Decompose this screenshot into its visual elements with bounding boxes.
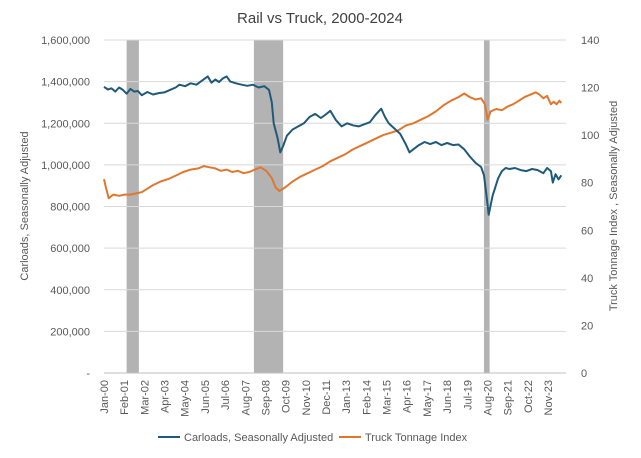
right-tick-label: 40 — [581, 273, 593, 285]
left-tick-label: 1,600,000 — [41, 35, 90, 47]
x-tick-label: Nov-10 — [301, 380, 313, 415]
right-tick-label: 20 — [581, 320, 593, 332]
left-tick-label: 1,400,000 — [41, 77, 90, 89]
left-tick-label: 1,200,000 — [41, 118, 90, 130]
left-axis-ticks: - 200,000 400,000 600,000 800,000 1,000,000 1,… — [41, 35, 90, 380]
x-tick-label: Jul-06 — [220, 380, 232, 410]
x-tick-label: May-04 — [180, 380, 192, 417]
right-tick-label: 80 — [581, 178, 593, 190]
x-tick-label: Feb-14 — [361, 380, 373, 415]
x-tick-label: Sep-08 — [260, 380, 272, 415]
x-axis-ticks: Jan-00 Feb-01 Mar-02 Apr-03 May-04 Jun-05 Jul-… — [99, 380, 555, 417]
x-tick-label: Apr-16 — [402, 380, 414, 413]
x-tick-label: Jul-19 — [462, 380, 474, 410]
x-tick-label: Mar-02 — [139, 380, 151, 415]
x-tick-label: Jun-18 — [442, 380, 454, 414]
chart-title: Rail vs Truck, 2000-2024 — [237, 10, 403, 27]
left-tick-label: 800,000 — [50, 202, 90, 214]
carloads-line — [103, 75, 563, 216]
right-tick-label: 0 — [581, 368, 587, 380]
x-tick-label: Dec-11 — [321, 380, 333, 415]
left-axis-title: Carloads, Seasonally Adjusted — [19, 131, 31, 280]
x-tick-label: Aug-07 — [240, 380, 252, 415]
series-lines — [103, 75, 563, 216]
x-tick-label: Oct-09 — [281, 380, 293, 413]
legend-label-truck: Truck Tonnage Index — [365, 432, 468, 444]
legend-label-carloads: Carloads, Seasonally Adjusted — [184, 432, 333, 444]
truck-tonnage-line — [103, 91, 563, 200]
left-tick-label: 600,000 — [50, 243, 90, 255]
right-tick-label: 140 — [581, 35, 599, 47]
left-tick-label: 400,000 — [50, 285, 90, 297]
x-tick-label: Mar-15 — [382, 380, 394, 415]
x-tick-label: Sep-21 — [503, 380, 515, 415]
right-tick-label: 120 — [581, 83, 599, 95]
x-tick-label: Jun-05 — [200, 380, 212, 414]
right-axis-ticks: 0 20 40 60 80 100 120 140 — [581, 35, 599, 380]
x-tick-label: Nov-23 — [543, 380, 555, 415]
right-tick-label: 60 — [581, 225, 593, 237]
x-tick-label: Jan-13 — [341, 380, 353, 414]
right-tick-label: 100 — [581, 130, 599, 142]
legend: Carloads, Seasonally Adjusted Truck Tonn… — [158, 432, 468, 444]
x-tick-label: Aug-20 — [482, 380, 494, 415]
left-tick-label: 1,000,000 — [41, 160, 90, 172]
left-tick-label: 200,000 — [50, 326, 90, 338]
right-axis-title: Truck Tonnage Index , Seasonally Adjuste… — [608, 101, 620, 311]
x-tick-label: Apr-03 — [160, 380, 172, 413]
x-tick-label: May-17 — [422, 380, 434, 417]
gridlines — [104, 39, 566, 332]
x-tick-label: Feb-01 — [119, 380, 131, 415]
x-tick-label: Jan-00 — [99, 380, 111, 414]
left-tick-label: - — [86, 368, 90, 380]
x-tick-label: Oct-22 — [523, 380, 535, 413]
